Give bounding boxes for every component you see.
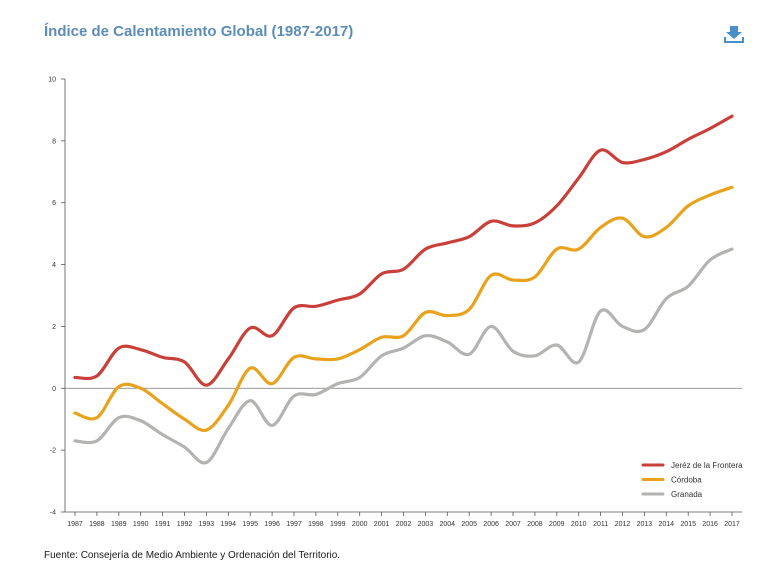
x-tick-label: 2008 [527,521,543,528]
x-tick-label: 1989 [111,521,127,528]
x-tick-label: 1997 [286,521,302,528]
legend: Jeréz de la Frontera Córdoba Granada [641,461,743,499]
chart-title: Índice de Calentamiento Global (1987-201… [44,23,354,40]
x-tick-label: 2000 [352,521,368,528]
x-tick-label: 2017 [724,521,740,528]
x-tick-label: 2009 [549,521,565,528]
x-tick-label: 1993 [199,521,215,528]
y-tick-label: 4 [52,262,56,269]
y-tick-label: 2 [52,324,56,331]
series-line-granada [73,247,734,465]
y-tick-label: 6 [52,200,56,207]
x-tick-label: 1992 [177,521,193,528]
x-tick-label: 2007 [505,521,521,528]
source-note: Fuente: Consejería de Medio Ambiente y O… [44,550,341,561]
x-tick-label: 2006 [483,521,499,528]
series-line-jerez-de-la-frontera [73,114,734,387]
y-tick-label: 8 [52,138,56,145]
x-tick-label: 2004 [440,521,456,528]
x-tick-label: 1994 [221,521,237,528]
axes: -4 -2 0 2 4 6 8 10 1987 1988 1989 1990 1991 1992 1993 1… [48,77,742,528]
x-tick-label: 1987 [67,521,83,528]
x-tick-label: 2002 [396,521,412,528]
x-tick-label: 1998 [308,521,324,528]
download-button[interactable] [722,24,746,44]
series-lines [73,114,734,465]
x-tick-label: 1999 [330,521,346,528]
legend-label-cordoba: Córdoba [671,476,702,485]
x-tick-label: 2013 [637,521,653,528]
x-tick-label: 1995 [242,521,258,528]
x-tick-label: 1988 [89,521,105,528]
x-tick-label: 2003 [418,521,434,528]
x-tick-label: 2012 [615,521,631,528]
y-tick-label: -2 [50,448,56,455]
x-tick-label: 2005 [461,521,477,528]
y-tick-label: 10 [48,77,56,84]
x-tick-label: 2010 [571,521,587,528]
x-tick-label: 1991 [155,521,171,528]
legend-label-granada: Granada [671,490,703,499]
x-tick-label: 2011 [593,521,608,528]
download-icon [724,26,744,43]
y-tick-label: 0 [52,386,56,393]
x-tick-label: 2014 [659,521,675,528]
x-tick-label: 2015 [680,521,696,528]
x-tick-label: 1990 [133,521,149,528]
x-tick-label: 2001 [374,521,390,528]
series-line-cordoba [73,185,734,433]
x-tick-label: 1996 [264,521,280,528]
x-tick-label: 2016 [702,521,718,528]
y-tick-label: -4 [50,510,56,517]
legend-label-jerez-de-la-frontera: Jeréz de la Frontera [671,461,743,470]
